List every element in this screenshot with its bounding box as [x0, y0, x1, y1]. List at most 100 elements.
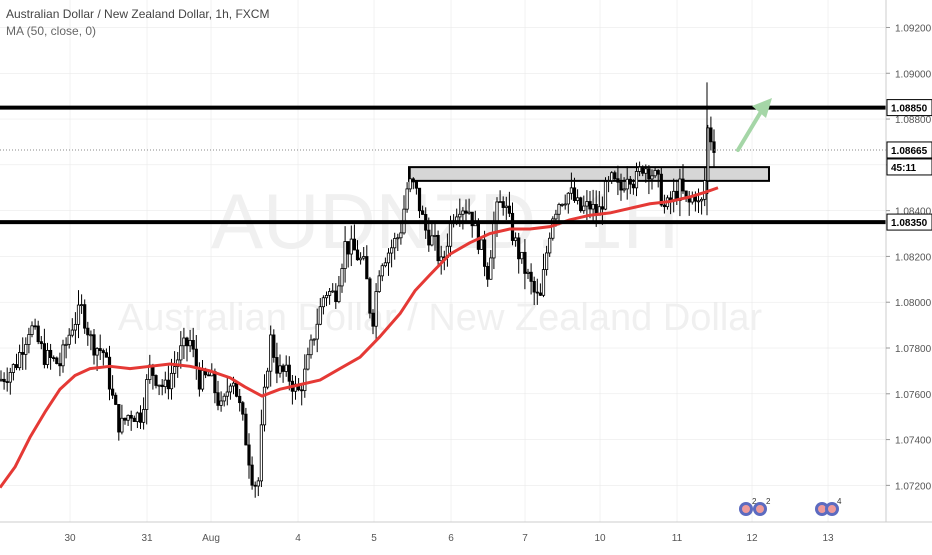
time-axis[interactable]: 30 31 Aug 4 5 6 7 10 11 12 13	[64, 533, 834, 544]
candle	[479, 239, 484, 250]
candle	[222, 393, 226, 407]
candle	[318, 298, 322, 326]
candle	[114, 392, 118, 406]
candle-body	[591, 204, 595, 210]
candle	[157, 384, 161, 396]
resistance-zone[interactable]	[408, 166, 770, 182]
candle-body	[39, 341, 43, 345]
candle-body	[684, 190, 688, 197]
candle	[275, 342, 279, 384]
candle-body	[126, 414, 130, 421]
candle-body	[11, 364, 15, 373]
candle	[535, 278, 539, 305]
candle	[417, 187, 422, 218]
candle-body	[278, 365, 282, 374]
candle	[324, 291, 329, 307]
candle-body	[160, 384, 164, 388]
candle-body	[656, 170, 660, 175]
candle-body	[207, 374, 211, 377]
candle-body	[222, 395, 226, 402]
x-tick-label: 6	[448, 533, 454, 544]
zone-rect[interactable]	[408, 166, 770, 182]
candle	[182, 327, 186, 360]
candle	[281, 363, 285, 383]
candle-body	[120, 417, 124, 433]
candle	[696, 188, 701, 213]
candle	[467, 198, 471, 215]
candle-body	[24, 344, 28, 355]
candle-body	[470, 211, 474, 227]
candle	[39, 336, 43, 350]
candle-body	[269, 334, 273, 372]
candle-body	[405, 188, 409, 210]
candle-body	[492, 222, 496, 259]
candle	[520, 251, 524, 264]
candle	[507, 191, 512, 218]
event-icon-group-2[interactable]: 4	[815, 497, 842, 516]
candle	[42, 328, 47, 369]
candle-body	[303, 368, 307, 391]
indicator-label[interactable]: MA (50, close, 0)	[6, 24, 96, 38]
candle	[67, 328, 71, 349]
candle	[371, 309, 375, 335]
candle	[45, 342, 50, 369]
candle-body	[631, 183, 636, 189]
candle	[234, 382, 239, 398]
candle-body	[644, 168, 648, 174]
candle	[486, 262, 490, 287]
candle	[613, 170, 617, 181]
candle-body	[145, 379, 149, 410]
candle	[377, 270, 381, 293]
candle-body	[157, 384, 161, 387]
candle	[514, 232, 518, 247]
candle-body	[241, 402, 245, 415]
candle	[244, 407, 248, 446]
candle	[420, 205, 425, 215]
candle-body	[355, 249, 360, 261]
candle-body	[42, 343, 47, 365]
projection-arrow[interactable]	[736, 98, 772, 152]
horizontal-levels[interactable]	[0, 105, 886, 225]
candle-body	[380, 265, 384, 277]
candle-body	[386, 252, 391, 264]
candle	[545, 245, 549, 276]
candle	[309, 334, 313, 359]
candle-body	[309, 339, 313, 356]
candle	[641, 165, 645, 177]
candle-body	[486, 266, 490, 280]
y-tick-label: 1.08400	[895, 207, 932, 218]
candle	[504, 196, 508, 220]
candle-body	[76, 304, 81, 325]
candle-body	[526, 271, 530, 274]
candle-body	[634, 171, 639, 189]
candle	[607, 176, 611, 193]
candle	[340, 263, 344, 293]
ma-series	[0, 186, 719, 489]
candle-body	[482, 239, 487, 267]
candle	[83, 299, 87, 334]
candle	[321, 295, 326, 315]
candle-body	[545, 252, 549, 270]
candle	[656, 169, 660, 188]
candle	[436, 230, 440, 267]
candle-body	[324, 294, 329, 299]
candle	[532, 276, 536, 306]
candle-body	[371, 312, 375, 327]
candle	[272, 329, 276, 363]
event-icon-group-1[interactable]: 2 2	[739, 497, 771, 516]
candle	[55, 356, 59, 365]
current-price-tag: 1.08665	[886, 141, 932, 159]
candle-body	[228, 385, 232, 393]
candle	[0, 370, 3, 382]
candle	[120, 404, 124, 435]
candle	[303, 354, 307, 398]
event-count: 2	[766, 497, 771, 506]
candle-body	[169, 372, 174, 390]
candle	[703, 167, 707, 207]
candle-body	[427, 229, 431, 246]
candle-body	[67, 334, 71, 345]
candle-body	[111, 388, 115, 396]
candle-body	[389, 247, 394, 254]
